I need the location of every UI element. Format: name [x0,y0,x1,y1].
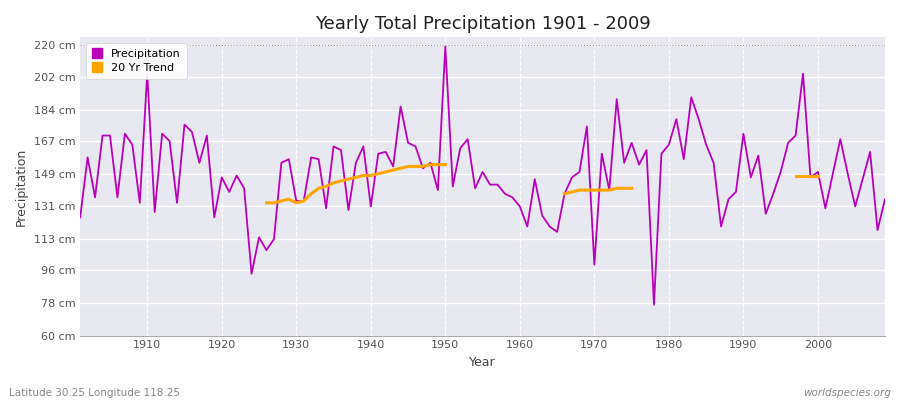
Title: Yearly Total Precipitation 1901 - 2009: Yearly Total Precipitation 1901 - 2009 [315,15,651,33]
Text: Latitude 30.25 Longitude 118.25: Latitude 30.25 Longitude 118.25 [9,388,180,398]
Text: worldspecies.org: worldspecies.org [803,388,891,398]
X-axis label: Year: Year [469,356,496,369]
Legend: Precipitation, 20 Yr Trend: Precipitation, 20 Yr Trend [86,43,186,79]
Y-axis label: Precipitation: Precipitation [15,147,28,226]
